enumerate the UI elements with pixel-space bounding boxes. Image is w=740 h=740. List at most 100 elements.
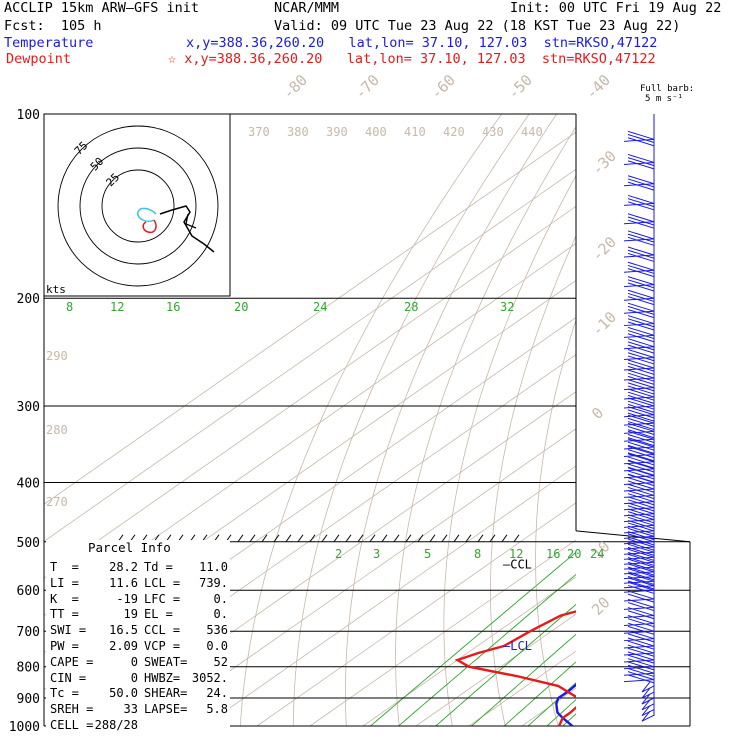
barb-flag bbox=[627, 296, 655, 306]
parcel-info-v1: 50.0 bbox=[109, 686, 138, 701]
barb-flag bbox=[627, 134, 655, 144]
theta-label: 410 bbox=[404, 125, 426, 139]
barb-flag bbox=[627, 388, 655, 398]
barb-flag bbox=[627, 566, 655, 576]
mixing-ratio-label: 20 bbox=[567, 547, 581, 561]
isotherm-label: -10 bbox=[588, 308, 620, 340]
hatch-mark bbox=[237, 534, 244, 543]
barb-flag bbox=[627, 426, 655, 436]
hatch-mark bbox=[285, 534, 292, 543]
wind-barb bbox=[623, 445, 655, 462]
wind-barb bbox=[623, 590, 655, 603]
wind-barb bbox=[623, 414, 655, 431]
wind-barb bbox=[623, 453, 655, 469]
wind-barb bbox=[623, 644, 655, 657]
hatch-mark bbox=[297, 534, 304, 543]
barb-flag bbox=[627, 433, 655, 443]
parcel-info-v1: 0 bbox=[130, 654, 138, 669]
barb-flag bbox=[627, 630, 655, 640]
ccl-label: —CCL bbox=[503, 558, 532, 572]
theta-label: 430 bbox=[482, 125, 504, 139]
theta-label: 420 bbox=[443, 125, 465, 139]
wind-barb bbox=[623, 422, 655, 439]
hatch-mark bbox=[417, 534, 424, 543]
barb-shaft bbox=[623, 405, 655, 409]
barb-shaft bbox=[623, 446, 655, 450]
barb-flag bbox=[627, 268, 655, 278]
wind-barb bbox=[623, 289, 655, 306]
mixing-ratio-line bbox=[503, 661, 576, 726]
barb-shaft bbox=[623, 138, 655, 142]
hodograph-lowlevel bbox=[137, 207, 157, 223]
wind-barb bbox=[623, 338, 655, 354]
wind-barb bbox=[623, 302, 655, 319]
barb-shaft bbox=[623, 221, 655, 225]
wind-barb bbox=[623, 607, 655, 620]
parcel-info-l1: CAPE = bbox=[50, 654, 94, 669]
mixing-ratio-line bbox=[398, 573, 576, 726]
barb-flag bbox=[627, 644, 655, 654]
dry-adiabat bbox=[579, 114, 694, 739]
temperature-curve bbox=[555, 683, 576, 726]
barb-flag bbox=[627, 246, 655, 256]
parcel-info-v2: 24. bbox=[206, 686, 228, 701]
barb-flag bbox=[627, 568, 655, 578]
parcel-info-v2: 0. bbox=[213, 607, 228, 622]
hatch-mark bbox=[429, 534, 436, 543]
barb-flag bbox=[627, 338, 655, 348]
barb-shaft bbox=[623, 422, 655, 426]
pressure-tick-label: 100 bbox=[17, 108, 40, 123]
barb-flag bbox=[627, 561, 655, 571]
mixing-ratio-label: 2 bbox=[335, 547, 342, 561]
barb-shaft bbox=[623, 310, 655, 314]
hatch-mark bbox=[513, 534, 520, 543]
parcel-info-v2: 11.0 bbox=[199, 560, 228, 574]
isotherm-line bbox=[44, 205, 576, 579]
barb-key-unit: 5 m s⁻¹ bbox=[645, 94, 683, 104]
wind-barb bbox=[641, 705, 655, 717]
barb-flag bbox=[627, 352, 655, 362]
barb-flag bbox=[627, 421, 655, 431]
mixing-ratio-label: 8 bbox=[66, 300, 73, 314]
isotherm-label: -30 bbox=[588, 147, 620, 179]
barb-flag bbox=[627, 563, 655, 573]
wind-barb bbox=[623, 615, 655, 628]
barb-shaft bbox=[623, 630, 655, 634]
isotherm-line bbox=[97, 391, 576, 726]
forecast-hour: Fcst: 105 h bbox=[4, 18, 102, 34]
barb-flag bbox=[627, 403, 655, 413]
barb-shaft bbox=[623, 438, 655, 442]
barb-flag bbox=[627, 153, 655, 163]
isotherm-line bbox=[415, 613, 576, 726]
barb-shaft bbox=[623, 269, 655, 273]
wind-barb bbox=[623, 630, 655, 643]
isotherm-label: 0 bbox=[588, 404, 607, 423]
barb-flag bbox=[627, 276, 655, 286]
isotherm-line bbox=[734, 114, 740, 726]
barb-flag bbox=[627, 577, 655, 587]
barb-flag bbox=[627, 671, 655, 681]
barb-flag bbox=[627, 181, 655, 191]
dry-adiabat bbox=[292, 114, 530, 726]
wind-barb bbox=[623, 430, 655, 447]
parcel-info-panel: Parcel Info T = 28.2 Td = 11.0 LI = 11.6 LCL =… bbox=[46, 540, 230, 738]
parcel-info-l1: TT = bbox=[50, 607, 79, 622]
pressure-tick-label: 300 bbox=[17, 400, 40, 415]
barb-flag bbox=[627, 548, 655, 558]
barb-flag bbox=[627, 511, 655, 521]
barb-shaft bbox=[623, 367, 655, 371]
barb-flag bbox=[627, 551, 655, 561]
barb-flag bbox=[627, 514, 655, 524]
barb-flag bbox=[627, 651, 655, 661]
barb-flag bbox=[627, 375, 655, 385]
barb-shaft bbox=[623, 606, 655, 610]
parcel-info-v1: 2.09 bbox=[109, 639, 138, 653]
barb-shaft bbox=[623, 475, 655, 479]
parcel-info-l1: Tc = bbox=[50, 686, 79, 701]
barb-flag bbox=[627, 438, 655, 448]
barb-shaft bbox=[623, 357, 655, 361]
parcel-info-v1: 11.6 bbox=[109, 575, 138, 590]
barb-flag bbox=[627, 379, 655, 389]
mixing-ratio-line bbox=[370, 551, 576, 726]
